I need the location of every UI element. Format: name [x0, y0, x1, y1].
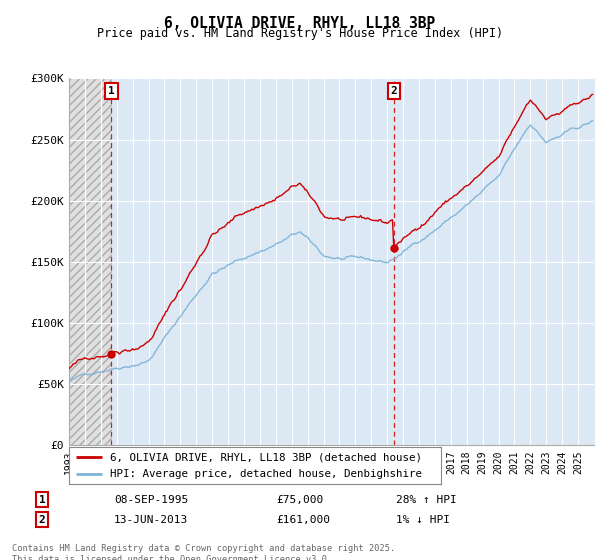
Text: HPI: Average price, detached house, Denbighshire: HPI: Average price, detached house, Denb…: [110, 469, 422, 479]
Text: 1% ↓ HPI: 1% ↓ HPI: [396, 515, 450, 525]
Text: Price paid vs. HM Land Registry's House Price Index (HPI): Price paid vs. HM Land Registry's House …: [97, 27, 503, 40]
Text: £161,000: £161,000: [276, 515, 330, 525]
Text: 6, OLIVIA DRIVE, RHYL, LL18 3BP (detached house): 6, OLIVIA DRIVE, RHYL, LL18 3BP (detache…: [110, 452, 422, 463]
Text: Contains HM Land Registry data © Crown copyright and database right 2025.
This d: Contains HM Land Registry data © Crown c…: [12, 544, 395, 560]
Bar: [69, 78, 112, 445]
Text: 08-SEP-1995: 08-SEP-1995: [114, 494, 188, 505]
Text: 13-JUN-2013: 13-JUN-2013: [114, 515, 188, 525]
Text: 1: 1: [108, 86, 115, 96]
Text: 28% ↑ HPI: 28% ↑ HPI: [396, 494, 457, 505]
Text: 6, OLIVIA DRIVE, RHYL, LL18 3BP: 6, OLIVIA DRIVE, RHYL, LL18 3BP: [164, 16, 436, 31]
Text: £75,000: £75,000: [276, 494, 323, 505]
Text: 2: 2: [391, 86, 397, 96]
Text: 2: 2: [38, 515, 46, 525]
Text: 1: 1: [38, 494, 46, 505]
